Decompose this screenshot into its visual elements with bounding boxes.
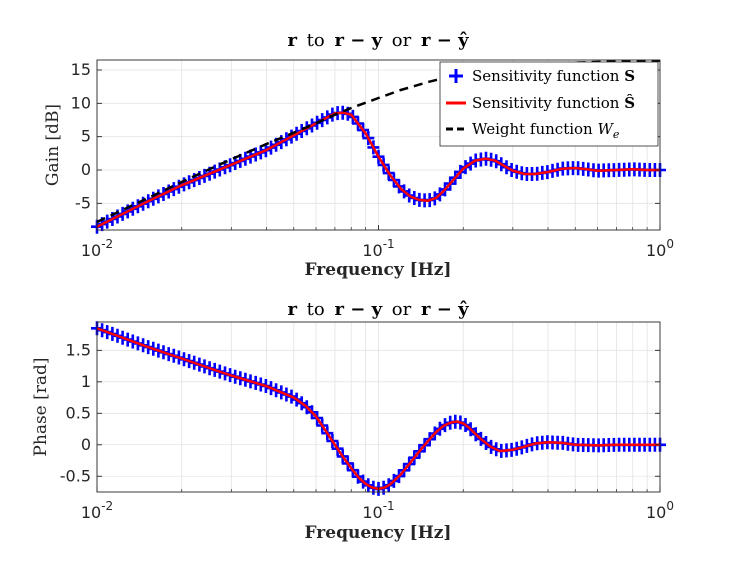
phase-series-sensitivity-s-hat-line: [96, 327, 660, 491]
gain-y-tick-label: 15: [71, 60, 91, 79]
legend-label-weight: Weight function We: [472, 120, 620, 141]
phase-y-axis-label: Phase [rad]: [31, 357, 51, 456]
gain-y-tick-label: 0: [81, 160, 91, 179]
phase-x-tick-label: 10-1: [362, 499, 394, 522]
phase-chart: r to r − y or r − ŷ -0.5 0 0.5 1 1.5 10-2 10-1…: [31, 299, 674, 543]
legend-entry-sensitivity-s: Sensitivity function S: [449, 67, 635, 85]
gain-y-tick-label: -5: [75, 193, 91, 212]
legend-label-s: Sensitivity function S: [472, 67, 635, 85]
phase-y-tick-label: 1.5: [66, 340, 91, 359]
gain-chart-title: r to r − y or r − ŷ: [287, 30, 469, 51]
phase-y-tick-label: 0: [81, 435, 91, 454]
legend-entry-sensitivity-s-hat: Sensitivity function Ŝ: [446, 94, 635, 112]
gain-x-tick-label: 100: [646, 237, 674, 260]
gain-y-tick-label: 10: [71, 93, 91, 112]
gain-x-tick-label: 10-2: [81, 237, 113, 260]
phase-chart-title: r to r − y or r − ŷ: [287, 299, 469, 320]
gain-x-axis-label: Frequency [Hz]: [305, 260, 452, 280]
legend-plus-marker-icon: [449, 69, 463, 83]
gain-y-tick-label: 5: [81, 127, 91, 146]
legend-label-s-hat: Sensitivity function Ŝ: [472, 94, 635, 112]
phase-x-tick-label: 100: [646, 499, 674, 522]
legend-entry-weight: Weight function We: [446, 120, 620, 141]
legend-box: [439, 61, 659, 147]
phase-x-tick-label: 10-2: [81, 499, 113, 522]
phase-y-tick-label: -0.5: [60, 466, 91, 485]
phase-y-tick-label: 1: [81, 372, 91, 391]
gain-y-axis-label: Gain [dB]: [43, 104, 63, 186]
gain-legend: Sensitivity function S Sensitivity funct…: [439, 61, 659, 147]
phase-x-axis-label: Frequency [Hz]: [305, 523, 452, 543]
gain-x-tick-label: 10-1: [362, 237, 394, 260]
phase-y-tick-label: 0.5: [66, 403, 91, 422]
